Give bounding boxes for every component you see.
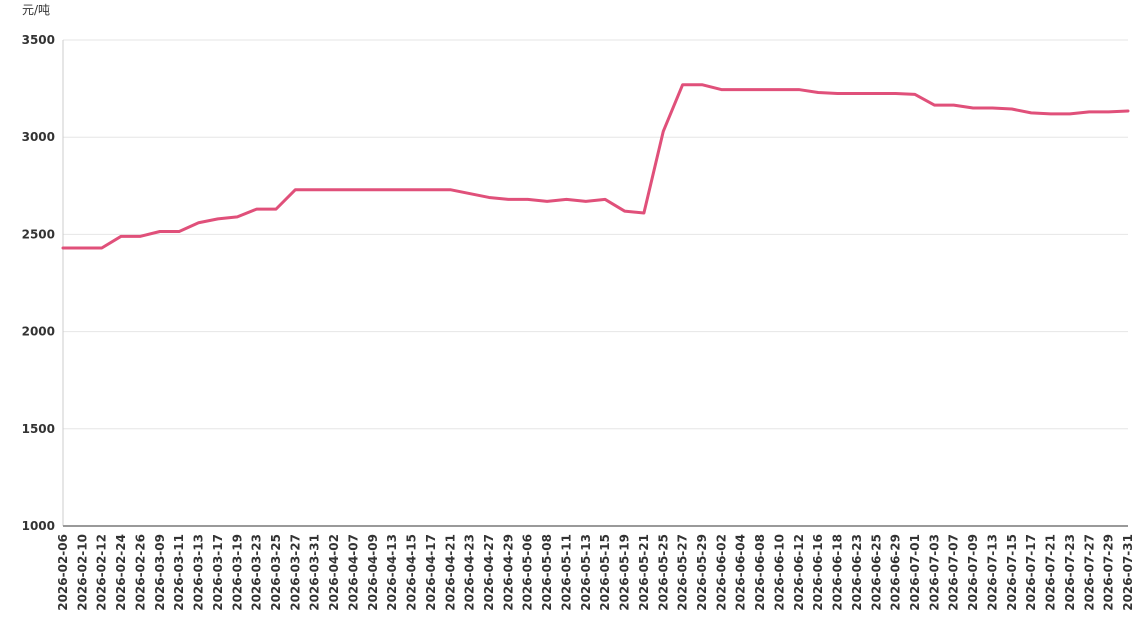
x-tick-label: 2026-02-12 — [95, 534, 109, 611]
y-tick-label: 1000 — [22, 519, 55, 533]
x-tick-label: 2026-02-10 — [75, 534, 89, 611]
x-tick-label: 2026-05-06 — [521, 534, 535, 611]
x-tick-label: 2026-06-12 — [792, 534, 806, 611]
x-tick-label: 2026-03-09 — [153, 534, 167, 611]
x-tick-label: 2026-03-27 — [288, 534, 302, 611]
x-tick-label: 2026-05-19 — [618, 534, 632, 611]
x-tick-label: 2026-04-02 — [327, 534, 341, 611]
x-tick-label: 2026-05-25 — [656, 534, 670, 611]
x-tick-label: 2026-05-21 — [637, 534, 651, 611]
x-tick-label: 2026-07-03 — [927, 534, 941, 611]
x-tick-label: 2026-06-18 — [831, 534, 845, 611]
x-tick-label: 2026-05-13 — [579, 534, 593, 611]
x-tick-label: 2026-07-29 — [1102, 534, 1116, 611]
x-tick-label: 2026-03-25 — [269, 534, 283, 611]
x-tick-label: 2026-02-24 — [114, 534, 128, 611]
x-tick-label: 2026-03-23 — [250, 534, 264, 611]
x-tick-label: 2026-07-13 — [985, 534, 999, 611]
x-tick-label: 2026-07-31 — [1121, 534, 1135, 611]
x-tick-label: 2026-05-11 — [559, 534, 573, 611]
x-tick-label: 2026-02-06 — [56, 534, 70, 611]
x-tick-label: 2026-07-23 — [1063, 534, 1077, 611]
y-tick-label: 1500 — [22, 422, 55, 436]
x-tick-label: 2026-07-07 — [947, 534, 961, 611]
x-tick-label: 2026-07-21 — [1044, 534, 1058, 611]
y-tick-label: 2500 — [22, 227, 55, 241]
x-tick-label: 2026-04-07 — [346, 534, 360, 611]
y-tick-label: 2000 — [22, 325, 55, 339]
x-tick-label: 2026-03-19 — [230, 534, 244, 611]
x-tick-label: 2026-07-17 — [1024, 534, 1038, 611]
x-tick-label: 2026-06-04 — [734, 534, 748, 611]
x-tick-label: 2026-05-08 — [540, 534, 554, 611]
x-tick-label: 2026-03-31 — [308, 534, 322, 611]
x-tick-label: 2026-07-01 — [908, 534, 922, 611]
x-tick-label: 2026-03-11 — [172, 534, 186, 611]
x-tick-label: 2026-04-23 — [463, 534, 477, 611]
y-axis-label: 元/吨 — [22, 3, 50, 17]
x-tick-label: 2026-06-02 — [714, 534, 728, 611]
x-tick-label: 2026-06-16 — [811, 534, 825, 611]
x-tick-label: 2026-06-08 — [753, 534, 767, 611]
x-tick-label: 2026-04-17 — [424, 534, 438, 611]
x-tick-label: 2026-04-13 — [385, 534, 399, 611]
y-tick-label: 3500 — [22, 33, 55, 47]
x-tick-label: 2026-06-10 — [772, 534, 786, 611]
x-tick-label: 2026-04-27 — [482, 534, 496, 611]
x-tick-label: 2026-04-15 — [405, 534, 419, 611]
x-tick-label: 2026-06-23 — [850, 534, 864, 611]
x-tick-label: 2026-04-29 — [501, 534, 515, 611]
x-tick-label: 2026-05-27 — [676, 534, 690, 611]
x-tick-label: 2026-04-21 — [443, 534, 457, 611]
x-tick-label: 2026-05-15 — [598, 534, 612, 611]
x-tick-label: 2026-07-27 — [1082, 534, 1096, 611]
x-tick-label: 2026-07-15 — [1005, 534, 1019, 611]
y-tick-label: 3000 — [22, 130, 55, 144]
x-tick-label: 2026-06-29 — [889, 534, 903, 611]
x-tick-label: 2026-03-13 — [192, 534, 206, 611]
line — [61, 83, 1130, 250]
x-tick-label: 2026-04-09 — [366, 534, 380, 611]
x-tick-label: 2026-06-25 — [869, 534, 883, 611]
x-tick-label: 2026-07-09 — [966, 534, 980, 611]
x-tick-label: 2026-03-17 — [211, 534, 225, 611]
x-tick-label: 2026-02-26 — [133, 534, 147, 611]
x-tick-label: 2026-05-29 — [695, 534, 709, 611]
